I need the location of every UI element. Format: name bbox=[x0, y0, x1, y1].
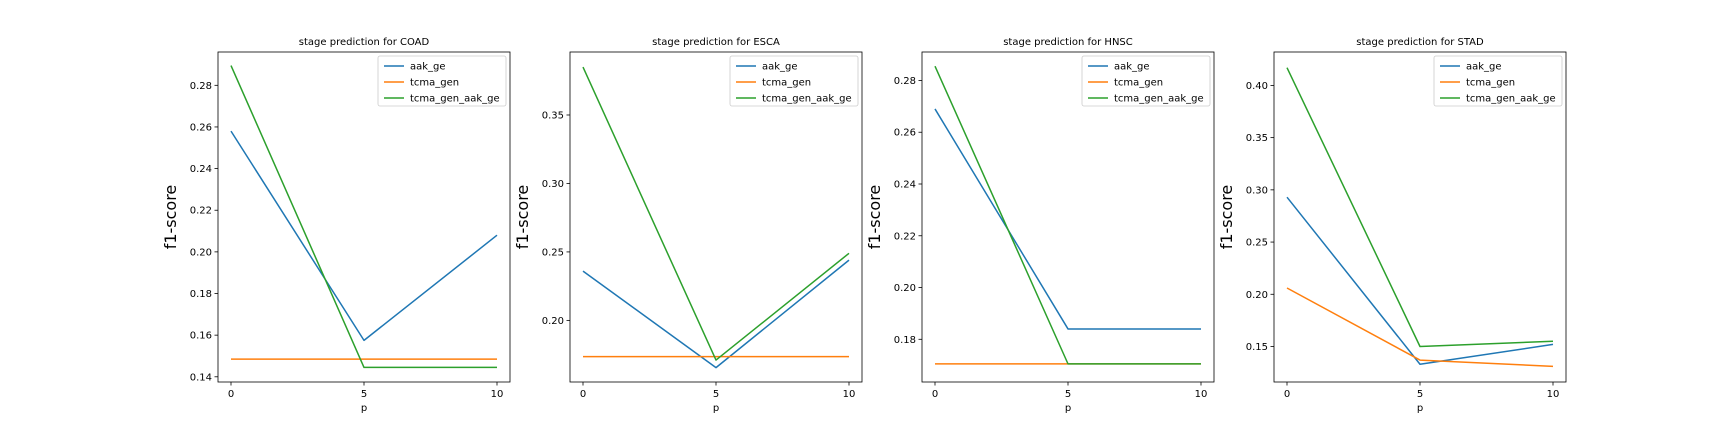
x-axis-label: p bbox=[1417, 403, 1423, 414]
y-tick-label: 0.24 bbox=[190, 164, 212, 175]
legend: aak_ge tcma_gen tcma_gen_aak_ge bbox=[1433, 55, 1563, 107]
y-tick-label: 0.14 bbox=[190, 372, 212, 383]
y-axis-label: f1-score bbox=[1217, 185, 1236, 250]
x-tick-label: 10 bbox=[491, 389, 504, 400]
y-tick-label: 0.22 bbox=[190, 206, 212, 217]
y-tick-label: 0.20 bbox=[1246, 290, 1268, 301]
x-tick-label: 10 bbox=[1547, 389, 1560, 400]
y-tick-label: 0.30 bbox=[1246, 185, 1268, 196]
legend-label-tcma_gen_aak_ge: tcma_gen_aak_ge bbox=[1466, 94, 1556, 105]
y-tick-label: 0.25 bbox=[542, 247, 564, 258]
series-line-tcma_gen bbox=[1286, 287, 1554, 368]
x-tick-label: 10 bbox=[843, 389, 856, 400]
series-line-tcma_gen_aak_ge bbox=[934, 65, 1201, 365]
legend-box bbox=[377, 55, 507, 107]
chart-panel-2: stage prediction for HNSC 0 5 10 0.18 0.20 0.2… bbox=[865, 37, 1215, 414]
x-tick-label: 5 bbox=[1417, 389, 1423, 400]
x-tick-label: 0 bbox=[228, 389, 234, 400]
y-tick-label: 0.20 bbox=[190, 247, 212, 258]
y-axis-label: f1-score bbox=[865, 185, 884, 250]
y-tick-label: 0.20 bbox=[542, 316, 564, 327]
y-tick-label: 0.35 bbox=[1246, 133, 1268, 144]
chart-title: stage prediction for COAD bbox=[299, 37, 430, 48]
series-line-tcma_gen_aak_ge bbox=[230, 65, 497, 369]
legend-label-aak_ge: aak_ge bbox=[410, 62, 446, 73]
y-axis-label: f1-score bbox=[513, 185, 532, 250]
y-tick-label: 0.18 bbox=[894, 335, 916, 346]
chart-panel-3: stage prediction for STAD 0 5 10 0.15 0.20 0.2… bbox=[1217, 37, 1567, 414]
y-tick-label: 0.16 bbox=[190, 331, 212, 342]
series-line-aak_ge bbox=[582, 259, 850, 369]
chart-panel-0: stage prediction for COAD 0 5 10 0.14 0.16 0.1… bbox=[161, 37, 511, 414]
y-tick-label: 0.26 bbox=[894, 128, 916, 139]
x-tick-label: 0 bbox=[1284, 389, 1290, 400]
x-tick-label: 10 bbox=[1195, 389, 1208, 400]
y-tick-label: 0.18 bbox=[190, 289, 212, 300]
series-line-aak_ge bbox=[934, 108, 1201, 330]
x-tick-label: 5 bbox=[361, 389, 367, 400]
legend-label-tcma_gen: tcma_gen bbox=[1114, 78, 1163, 89]
legend-label-tcma_gen: tcma_gen bbox=[1466, 78, 1515, 89]
x-tick-label: 0 bbox=[580, 389, 586, 400]
y-tick-label: 0.15 bbox=[1246, 342, 1268, 353]
y-tick-label: 0.28 bbox=[190, 81, 212, 92]
x-tick-label: 5 bbox=[713, 389, 719, 400]
x-tick-label: 5 bbox=[1065, 389, 1071, 400]
x-tick-label: 0 bbox=[932, 389, 938, 400]
y-tick-label: 0.28 bbox=[894, 76, 916, 87]
x-axis-label: p bbox=[361, 403, 367, 414]
legend: aak_ge tcma_gen tcma_gen_aak_ge bbox=[1081, 55, 1211, 107]
y-tick-label: 0.25 bbox=[1246, 238, 1268, 249]
legend-label-tcma_gen_aak_ge: tcma_gen_aak_ge bbox=[762, 94, 852, 105]
legend-label-tcma_gen_aak_ge: tcma_gen_aak_ge bbox=[1114, 94, 1204, 105]
series-line-tcma_gen_aak_ge bbox=[1286, 67, 1554, 348]
legend: aak_ge tcma_gen tcma_gen_aak_ge bbox=[729, 55, 859, 107]
legend-box bbox=[1433, 55, 1563, 107]
series-line-tcma_gen_aak_ge bbox=[582, 66, 850, 361]
chart-panel-1: stage prediction for ESCA 0 5 10 0.20 0.25 0.3… bbox=[513, 37, 863, 414]
legend-label-aak_ge: aak_ge bbox=[1114, 62, 1150, 73]
legend-box bbox=[729, 55, 859, 107]
y-tick-label: 0.24 bbox=[894, 180, 916, 191]
legend-label-aak_ge: aak_ge bbox=[762, 62, 798, 73]
legend-label-tcma_gen: tcma_gen bbox=[762, 78, 811, 89]
x-axis-label: p bbox=[1065, 403, 1071, 414]
chart-title: stage prediction for HNSC bbox=[1003, 37, 1133, 48]
legend-label-tcma_gen: tcma_gen bbox=[410, 78, 459, 89]
legend-box bbox=[1081, 55, 1211, 107]
y-tick-label: 0.22 bbox=[894, 231, 916, 242]
legend: aak_ge tcma_gen tcma_gen_aak_ge bbox=[377, 55, 507, 107]
y-axis-label: f1-score bbox=[161, 185, 180, 250]
y-tick-label: 0.26 bbox=[190, 122, 212, 133]
y-tick-label: 0.30 bbox=[542, 179, 564, 190]
chart-title: stage prediction for ESCA bbox=[652, 37, 780, 48]
legend-label-tcma_gen_aak_ge: tcma_gen_aak_ge bbox=[410, 94, 500, 105]
series-line-aak_ge bbox=[230, 130, 498, 342]
y-tick-label: 0.20 bbox=[894, 283, 916, 294]
chart-title: stage prediction for STAD bbox=[1356, 37, 1484, 48]
x-axis-label: p bbox=[713, 403, 719, 414]
series-line-aak_ge bbox=[1286, 196, 1554, 365]
legend-label-aak_ge: aak_ge bbox=[1466, 62, 1502, 73]
y-tick-label: 0.40 bbox=[1246, 81, 1268, 92]
y-tick-label: 0.35 bbox=[542, 110, 564, 121]
